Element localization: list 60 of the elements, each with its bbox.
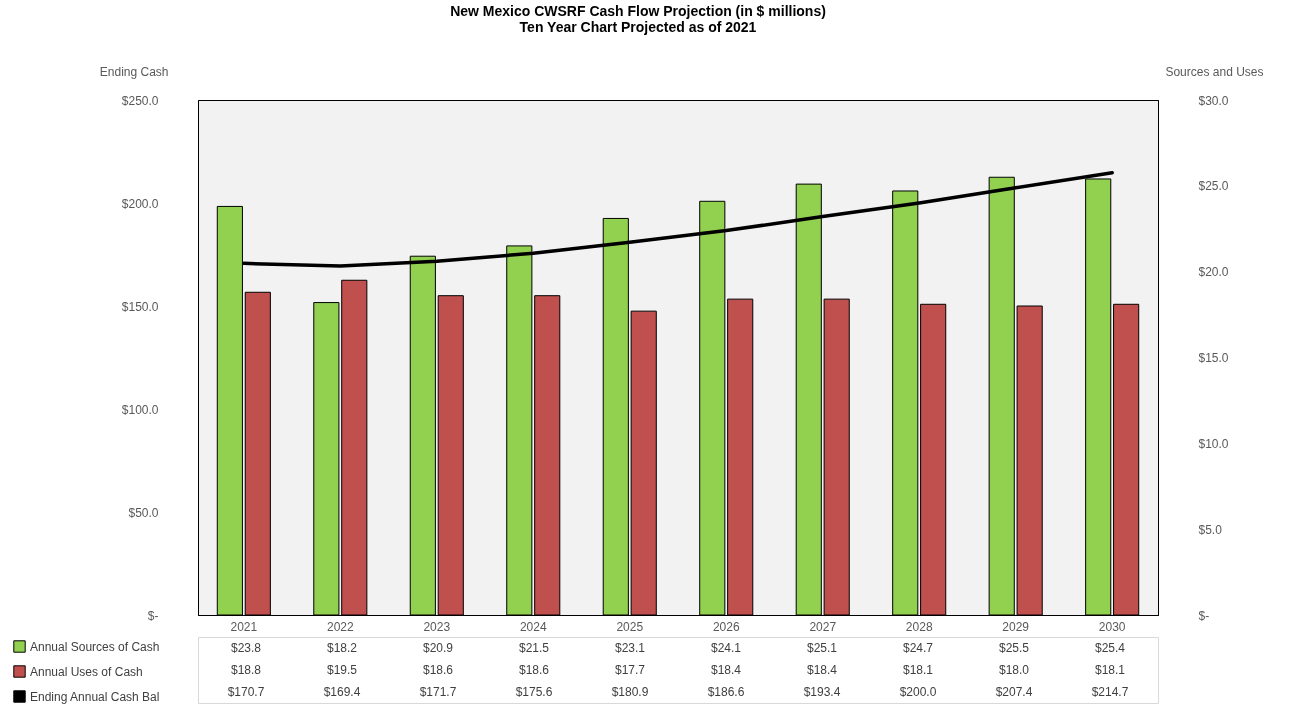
data-label: $170.7 — [227, 685, 265, 699]
data-label: $214.7 — [1091, 685, 1129, 699]
x-tick-label: 2021 — [230, 619, 258, 634]
data-label: $24.1 — [710, 641, 742, 655]
x-tick-label: 2029 — [1002, 619, 1030, 634]
data-label: $186.6 — [707, 685, 745, 699]
y2-tick-label: $30.0 — [1198, 93, 1229, 108]
data-label: $21.5 — [518, 641, 550, 655]
y-tick-label: $150.0 — [121, 299, 159, 314]
x-tick-label: 2024 — [519, 619, 547, 634]
data-label: $18.0 — [998, 663, 1030, 677]
legend-label: Annual Sources of Cash — [30, 639, 160, 654]
data-label: $171.7 — [419, 685, 457, 699]
data-label: $25.1 — [806, 641, 838, 655]
y-tick-label: $50.0 — [128, 505, 159, 520]
y2-tick-label: $25.0 — [1198, 179, 1229, 194]
x-tick-label: 2026 — [712, 619, 740, 634]
x-tick-label: 2025 — [616, 619, 644, 634]
x-tick-label: 2028 — [905, 619, 933, 634]
data-label: $200.0 — [899, 685, 937, 699]
chart-subtitle: Ten Year Chart Projected as of 2021 — [519, 18, 757, 35]
y2-tick-label: $- — [1198, 608, 1210, 623]
y-tick-label: $100.0 — [121, 402, 159, 417]
data-label: $169.4 — [323, 685, 361, 699]
data-label: $175.6 — [515, 685, 553, 699]
data-label: $20.9 — [422, 641, 454, 655]
y2-tick-label: $5.0 — [1198, 522, 1223, 537]
x-tick-label: 2030 — [1098, 619, 1126, 634]
legend-label: Annual Uses of Cash — [30, 664, 143, 679]
y-tick-label: $250.0 — [121, 93, 159, 108]
data-label: $19.5 — [326, 663, 358, 677]
data-label: $18.1 — [902, 663, 934, 677]
data-label: $18.8 — [230, 663, 262, 677]
y2-axis-title: Sources and Uses — [1165, 64, 1264, 79]
data-label: $25.5 — [998, 641, 1030, 655]
data-label: $24.7 — [902, 641, 934, 655]
data-label: $18.4 — [806, 663, 838, 677]
data-label: $18.1 — [1094, 663, 1126, 677]
x-tick-label: 2027 — [809, 619, 837, 634]
data-label: $193.4 — [803, 685, 841, 699]
data-label: $23.1 — [614, 641, 646, 655]
data-label: $25.4 — [1094, 641, 1126, 655]
data-label: $18.6 — [518, 663, 550, 677]
y-axis-title: Ending Cash — [99, 64, 169, 79]
y2-tick-label: $15.0 — [1198, 351, 1229, 365]
data-label: $17.7 — [614, 663, 646, 677]
x-tick-label: 2023 — [423, 619, 451, 634]
x-tick-label: 2022 — [326, 619, 354, 634]
data-label: $23.8 — [230, 641, 262, 655]
y2-tick-label: $10.0 — [1198, 436, 1229, 451]
y-tick-label: $- — [147, 608, 159, 623]
y-tick-label: $200.0 — [121, 196, 159, 211]
data-label: $18.6 — [422, 663, 454, 677]
data-label: $207.4 — [995, 685, 1033, 699]
data-label: $180.9 — [611, 685, 649, 699]
data-label: $18.2 — [326, 641, 358, 655]
legend-label: Ending Annual Cash Bal — [30, 689, 160, 704]
data-label: $18.4 — [710, 663, 742, 677]
chart-title: New Mexico CWSRF Cash Flow Projection (in $ millions) — [450, 2, 826, 19]
y2-tick-label: $20.0 — [1198, 265, 1229, 280]
